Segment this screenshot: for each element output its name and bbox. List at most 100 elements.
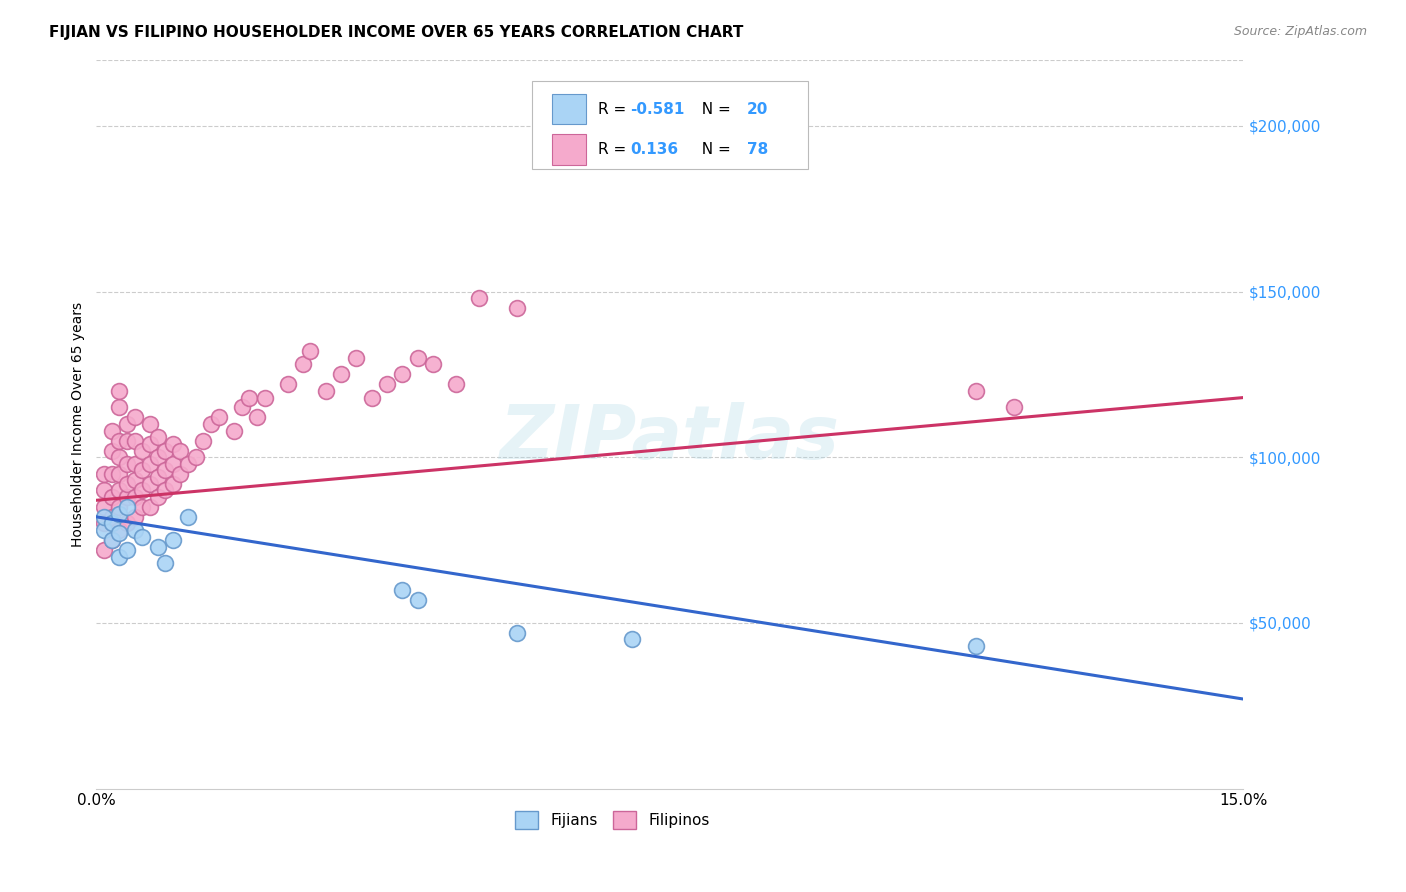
Point bbox=[108, 549, 131, 564]
Point bbox=[131, 463, 153, 477]
Point bbox=[375, 377, 398, 392]
Text: R =: R = bbox=[598, 102, 631, 117]
Point bbox=[124, 457, 146, 471]
Text: R =: R = bbox=[598, 142, 636, 157]
Point bbox=[108, 483, 131, 498]
Point bbox=[238, 391, 260, 405]
Point bbox=[139, 457, 162, 471]
Bar bbox=[551, 94, 586, 125]
Text: ZIPatlas: ZIPatlas bbox=[501, 402, 839, 475]
Point bbox=[153, 463, 176, 477]
Point bbox=[146, 470, 169, 484]
Point bbox=[406, 592, 429, 607]
Point bbox=[253, 391, 276, 405]
Point bbox=[153, 443, 176, 458]
Point bbox=[506, 301, 529, 315]
Point bbox=[93, 500, 115, 514]
Point bbox=[162, 437, 184, 451]
Point bbox=[93, 516, 115, 531]
Point bbox=[965, 384, 987, 398]
Point bbox=[115, 490, 138, 504]
Point bbox=[200, 417, 222, 431]
Point bbox=[299, 344, 322, 359]
Point bbox=[131, 443, 153, 458]
Point bbox=[115, 476, 138, 491]
Bar bbox=[551, 134, 586, 164]
Point bbox=[146, 430, 169, 444]
Point bbox=[162, 457, 184, 471]
Point bbox=[277, 377, 299, 392]
Point bbox=[124, 410, 146, 425]
Point bbox=[115, 434, 138, 448]
Text: Source: ZipAtlas.com: Source: ZipAtlas.com bbox=[1233, 25, 1367, 38]
Point bbox=[391, 582, 413, 597]
Text: 0.136: 0.136 bbox=[630, 142, 678, 157]
Point bbox=[506, 625, 529, 640]
Point bbox=[124, 509, 146, 524]
Point bbox=[315, 384, 337, 398]
Point bbox=[406, 351, 429, 365]
Point bbox=[93, 543, 115, 558]
Point bbox=[139, 437, 162, 451]
Point bbox=[93, 509, 115, 524]
Point bbox=[100, 533, 122, 547]
Point bbox=[169, 443, 191, 458]
Point bbox=[131, 483, 153, 498]
Point bbox=[177, 509, 200, 524]
Point bbox=[115, 543, 138, 558]
Point bbox=[131, 530, 153, 544]
Point bbox=[124, 523, 146, 537]
Point bbox=[193, 434, 215, 448]
Point bbox=[344, 351, 367, 365]
Point bbox=[124, 490, 146, 504]
Point bbox=[124, 474, 146, 488]
Point bbox=[246, 410, 269, 425]
Point bbox=[124, 434, 146, 448]
Point bbox=[146, 540, 169, 554]
Point bbox=[108, 384, 131, 398]
Point bbox=[108, 434, 131, 448]
Point bbox=[108, 450, 131, 465]
Point bbox=[208, 410, 231, 425]
Point bbox=[100, 490, 122, 504]
Point bbox=[115, 457, 138, 471]
FancyBboxPatch shape bbox=[533, 81, 807, 169]
Point bbox=[177, 457, 200, 471]
Text: -0.581: -0.581 bbox=[630, 102, 685, 117]
Point bbox=[139, 500, 162, 514]
Point bbox=[131, 500, 153, 514]
Point bbox=[93, 523, 115, 537]
Point bbox=[139, 417, 162, 431]
Point bbox=[169, 467, 191, 481]
Point bbox=[184, 450, 207, 465]
Point bbox=[146, 490, 169, 504]
Y-axis label: Householder Income Over 65 years: Householder Income Over 65 years bbox=[72, 301, 86, 547]
Text: N =: N = bbox=[692, 102, 735, 117]
Point bbox=[330, 368, 353, 382]
Point bbox=[115, 500, 138, 514]
Point bbox=[93, 467, 115, 481]
Point bbox=[108, 507, 131, 521]
Point bbox=[153, 556, 176, 570]
Point bbox=[108, 526, 131, 541]
Point bbox=[100, 443, 122, 458]
Point bbox=[108, 523, 131, 537]
Point bbox=[108, 467, 131, 481]
Point bbox=[115, 417, 138, 431]
Point bbox=[360, 391, 382, 405]
Point bbox=[115, 516, 138, 531]
Text: N =: N = bbox=[692, 142, 735, 157]
Legend: Fijians, Filipinos: Fijians, Filipinos bbox=[509, 805, 716, 836]
Point bbox=[422, 358, 444, 372]
Point bbox=[100, 467, 122, 481]
Point bbox=[100, 533, 122, 547]
Text: FIJIAN VS FILIPINO HOUSEHOLDER INCOME OVER 65 YEARS CORRELATION CHART: FIJIAN VS FILIPINO HOUSEHOLDER INCOME OV… bbox=[49, 25, 744, 40]
Point bbox=[146, 450, 169, 465]
Point bbox=[100, 509, 122, 524]
Text: 78: 78 bbox=[747, 142, 768, 157]
Point bbox=[291, 358, 314, 372]
Text: 20: 20 bbox=[747, 102, 768, 117]
Point bbox=[444, 377, 467, 392]
Point bbox=[153, 483, 176, 498]
Point bbox=[620, 632, 643, 647]
